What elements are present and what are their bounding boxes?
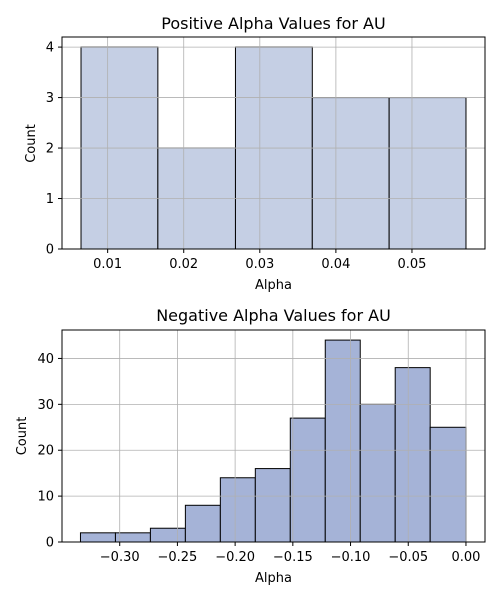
histogram-bar [289, 417, 326, 543]
y-tick-label: 40 [37, 352, 54, 367]
histogram-bar [114, 532, 151, 543]
histogram-bar [254, 468, 291, 543]
x-tick-label: 0.05 [397, 257, 426, 272]
y-tick-label: 10 [37, 490, 54, 505]
x-tick-label: 0.04 [321, 257, 350, 272]
y-tick-label: 0 [46, 536, 54, 551]
y-tick-label: 4 [46, 41, 54, 56]
grid-layer [62, 37, 485, 250]
positive-alpha-histogram: Positive Alpha Values for AU Alpha Count… [24, 14, 486, 293]
x-tick-label: −0.30 [100, 550, 140, 565]
x-tick-label: 0.00 [451, 550, 480, 565]
histogram-bar [184, 504, 221, 543]
y-axis-label: Count [15, 417, 30, 456]
histogram-bar [219, 477, 256, 543]
histogram-bar [149, 527, 186, 543]
x-axis-label: Alpha [255, 571, 292, 586]
histogram-bar [79, 532, 116, 543]
bars-layer [79, 339, 467, 543]
x-tick-label: 0.01 [93, 257, 122, 272]
x-tick-label: 0.03 [245, 257, 274, 272]
x-tick-label: −0.05 [388, 550, 428, 565]
ticks-layer: −0.30 −0.25 −0.20 −0.15 −0.10 −0.05 0.00 0 10 20 3… [37, 352, 480, 565]
plot-frame [61, 36, 486, 250]
y-axis-label: Count [24, 124, 39, 163]
y-tick-label: 2 [46, 142, 54, 157]
x-tick-label: −0.20 [215, 550, 255, 565]
chart-title: Negative Alpha Values for AU [156, 306, 391, 325]
x-tick-label: −0.25 [157, 550, 197, 565]
ticks-layer: 0.01 0.02 0.03 0.04 0.05 0 1 2 3 4 [46, 41, 427, 272]
grid-layer [62, 330, 485, 543]
plot-frame [61, 329, 486, 543]
y-tick-label: 3 [46, 91, 54, 106]
y-tick-label: 30 [37, 398, 54, 413]
x-tick-label: −0.15 [273, 550, 313, 565]
chart-title: Positive Alpha Values for AU [161, 14, 385, 33]
y-tick-label: 0 [46, 243, 54, 258]
negative-alpha-histogram: Negative Alpha Values for AU Alpha Count… [15, 306, 486, 586]
histogram-bar [388, 97, 467, 250]
histogram-bar [324, 339, 361, 543]
x-tick-label: −0.10 [331, 550, 371, 565]
x-axis-label: Alpha [255, 278, 292, 293]
histogram-bar [394, 367, 431, 543]
histogram-bar [429, 426, 467, 543]
y-tick-label: 1 [46, 192, 54, 207]
histogram-bar [311, 97, 390, 250]
x-tick-label: 0.02 [169, 257, 198, 272]
y-tick-label: 20 [37, 444, 54, 459]
histogram-bar [359, 403, 396, 543]
